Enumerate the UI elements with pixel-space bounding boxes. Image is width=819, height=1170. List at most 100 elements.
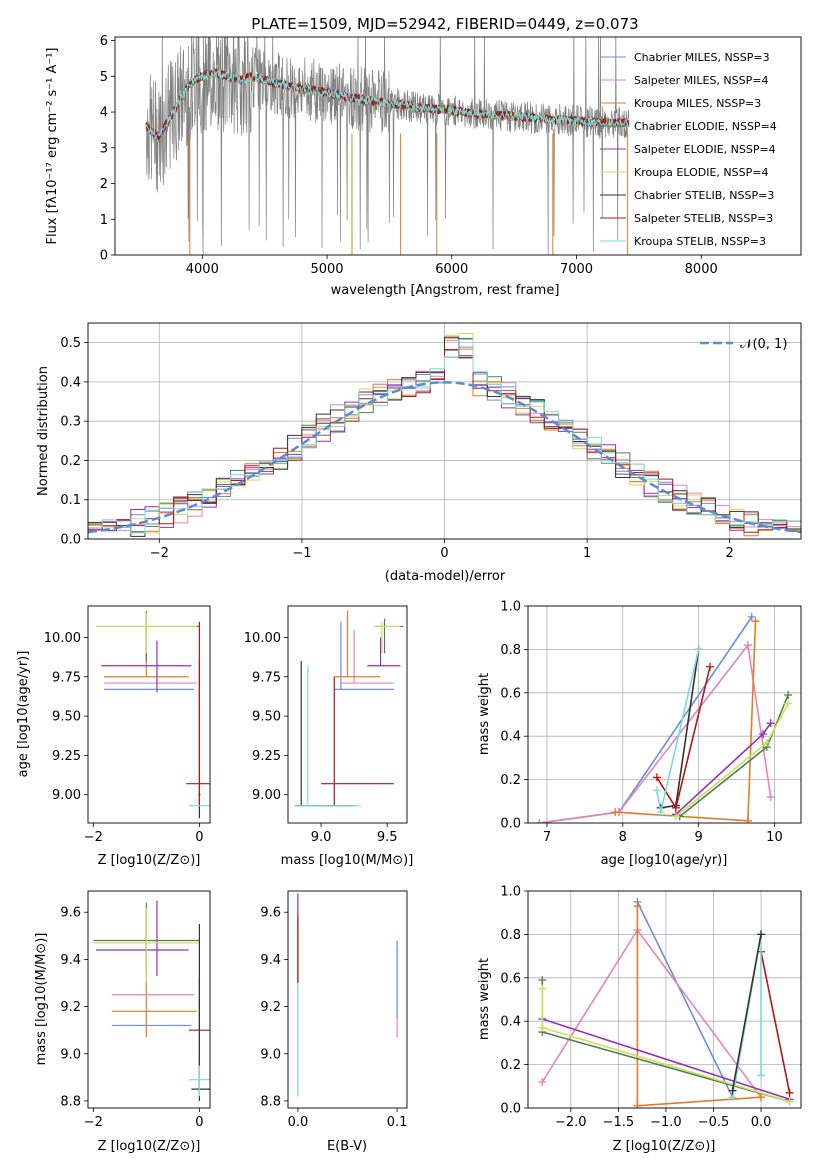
legend-label-chabrier_elodie: Chabrier ELODIE, NSSP=4: [634, 120, 777, 133]
weight-vs-z-marker-kroupa_stelib: [757, 1071, 766, 1080]
weight-vs-z-marker-kroupa_elodie: [538, 1023, 547, 1032]
weight-vs-age-marker-salpeter_elodie: [759, 730, 768, 739]
mass-vs-z-xlabel: Z [log10(Z/Z⊙)]: [98, 1139, 201, 1154]
mass-vs-z-xtick-label: 0: [195, 1115, 203, 1130]
weight-vs-z-xtick-label: −2.0: [555, 1115, 587, 1130]
age-vs-mass-xtick-label: 9.0: [311, 830, 332, 845]
weight-vs-z-line-salpeter_stelib: [760, 951, 791, 1093]
age-vs-z-ylabel: age [log10(age/yr)]: [16, 651, 31, 778]
spectrum-model-kroupa_stelib: [145, 70, 630, 140]
residuals-ytick-label: 0.3: [60, 415, 81, 430]
weight-vs-age-marker-salpeter_elodie: [766, 719, 775, 728]
mass-vs-z-ytick-label: 9.4: [60, 953, 81, 968]
mass-vs-z-ytick-label: 9.6: [60, 906, 81, 921]
mass-vs-z-frame: [87, 890, 211, 1109]
weight-vs-age-marker-salpeter_stelib: [652, 773, 661, 782]
age-vs-mass-ytick-label: 9.00: [252, 788, 281, 803]
weight-vs-age-line-chabrier_miles: [539, 616, 753, 823]
weight-vs-z-ytick-label: 1.0: [500, 885, 521, 900]
legend-label-chabrier_miles: Chabrier MILES, NSSP=3: [634, 51, 770, 64]
spectrum-xtick-label: 8000: [685, 262, 718, 277]
legend-label-salpeter_miles: Salpeter MILES, NSSP=4: [634, 74, 768, 87]
weight-vs-z-marker-kroupa_miles: [633, 1101, 642, 1108]
weight-vs-z-xlabel: Z [log10(Z/Z⊙)]: [613, 1139, 716, 1154]
residuals-ytick-label: 0.0: [60, 533, 81, 548]
weight-vs-age-ytick-label: 0.8: [500, 643, 521, 658]
spectrum-plot: [145, 37, 630, 255]
residuals-xtick-label: 1: [583, 546, 591, 561]
age-vs-z-plot: [95, 610, 210, 819]
residuals-ylabel: Normed distribution: [36, 366, 51, 496]
legend-label-normal: 𝒩(0, 1): [740, 337, 787, 352]
weight-vs-z-marker-salpeter_stelib: [785, 1088, 794, 1097]
weight-vs-age-marker-salpeter_stelib: [671, 803, 680, 812]
weight-vs-age-marker-kroupa_miles: [743, 816, 752, 823]
age-vs-mass-ytick-label: 9.50: [252, 710, 281, 725]
weight-vs-z-ytick-label: 0.6: [500, 971, 521, 986]
age-vs-mass-xlabel: mass [log10(M/M⊙)]: [281, 853, 414, 868]
spectrum-ytick-label: 3: [100, 141, 108, 156]
spectrum-ytick-label: 4: [100, 106, 108, 121]
age-vs-mass-xtick-label: 9.5: [377, 830, 398, 845]
spectrum-ylabel: Flux [fλ10⁻¹⁷ erg cm⁻² s⁻¹ A⁻¹]: [45, 48, 60, 245]
age-vs-z-ytick-label: 9.25: [52, 749, 81, 764]
weight-vs-age-marker-salpeter_stelib: [706, 662, 714, 671]
weight-vs-age-ytick-label: 0.4: [500, 730, 521, 745]
weight-vs-z-line-salpeter_elodie: [542, 1018, 790, 1101]
age-vs-z-ytick-label: 9.75: [52, 670, 81, 685]
weight-vs-age-marker-kroupa_elodie: [762, 738, 771, 747]
weight-vs-age-marker-chabrier_miles: [747, 612, 756, 621]
mass-vs-z-ytick-label: 8.8: [60, 1094, 81, 1109]
residuals-xtick-label: −1: [292, 546, 311, 561]
weight-vs-z-xtick-label: 0.0: [751, 1115, 772, 1130]
spectrum-xtick-label: 7000: [560, 262, 593, 277]
weight-vs-age-xtick-label: 9: [694, 830, 702, 845]
weight-vs-age-plot: [535, 612, 793, 823]
age-vs-z-xtick-label: −2: [84, 830, 103, 845]
mass-vs-ebv-ytick-label: 9.4: [260, 953, 281, 968]
age-vs-z-ytick-label: 10.00: [44, 631, 81, 646]
spectrum-data-line: [145, 37, 630, 255]
spectrum-ytick-label: 5: [100, 70, 108, 85]
residuals-plot: [88, 333, 801, 537]
weight-vs-z-marker-kroupa_elodie: [785, 1097, 794, 1106]
weight-vs-age-marker-salpeter_miles: [766, 792, 775, 801]
mass-vs-ebv-xtick-label: 0.1: [387, 1115, 408, 1130]
weight-vs-age-xtick-label: 8: [619, 830, 627, 845]
spectrum-ytick-label: 2: [100, 177, 108, 192]
weight-vs-z-xtick-label: −1.5: [603, 1115, 635, 1130]
mass-vs-ebv-xlabel: E(B-V): [327, 1139, 367, 1154]
mass-vs-z-ytick-label: 9.2: [60, 1000, 81, 1015]
legend-label-salpeter_elodie: Salpeter ELODIE, NSSP=4: [634, 143, 776, 156]
mass-vs-ebv-ytick-label: 8.8: [260, 1094, 281, 1109]
residuals-frame: [87, 322, 802, 540]
age-vs-z-frame: [87, 605, 211, 824]
mass-vs-z-ylabel: mass [log10(M/M⊙)]: [34, 933, 49, 1066]
legend-label-salpeter_stelib: Salpeter STELIB, NSSP=3: [634, 212, 773, 225]
legend-label-chabrier_stelib: Chabrier STELIB, NSSP=3: [634, 189, 774, 202]
weight-vs-z-marker-kroupa_miles: [757, 1093, 766, 1102]
weight-vs-age-marker-kroupa_stelib: [694, 645, 703, 654]
spectrum-xtick-label: 5000: [310, 262, 343, 277]
weight-vs-z-ytick-label: 0.8: [500, 928, 521, 943]
age-vs-mass-frame: [287, 605, 408, 824]
weight-vs-age-marker-chabrier_elodie: [784, 690, 793, 699]
weight-vs-z-line-chabrier_stelib: [731, 934, 762, 1091]
weight-vs-age-line-salpeter_miles: [539, 643, 772, 823]
weight-vs-age-marker-kroupa_stelib: [656, 808, 665, 817]
weight-vs-age-marker-kroupa_elodie: [784, 699, 793, 708]
residuals-xtick-label: 0: [440, 546, 448, 561]
mass-vs-z-ytick-label: 9.0: [60, 1047, 81, 1062]
weight-vs-z-plot: [538, 897, 794, 1108]
spectrum-ytick-label: 1: [100, 213, 108, 228]
weight-vs-age-ytick-label: 0.6: [500, 686, 521, 701]
age-vs-mass-ytick-label: 9.75: [252, 670, 281, 685]
residuals-ytick-label: 0.1: [60, 493, 81, 508]
age-vs-mass-ytick-label: 10.00: [244, 631, 281, 646]
weight-vs-age-marker-kroupa_miles: [751, 617, 760, 626]
weight-vs-z-marker-kroupa_elodie: [538, 984, 547, 993]
weight-vs-z-ylabel: mass weight: [477, 958, 492, 1040]
weight-vs-age-marker-kroupa_miles: [611, 808, 620, 817]
mass-vs-ebv-ytick-label: 9.6: [260, 906, 281, 921]
